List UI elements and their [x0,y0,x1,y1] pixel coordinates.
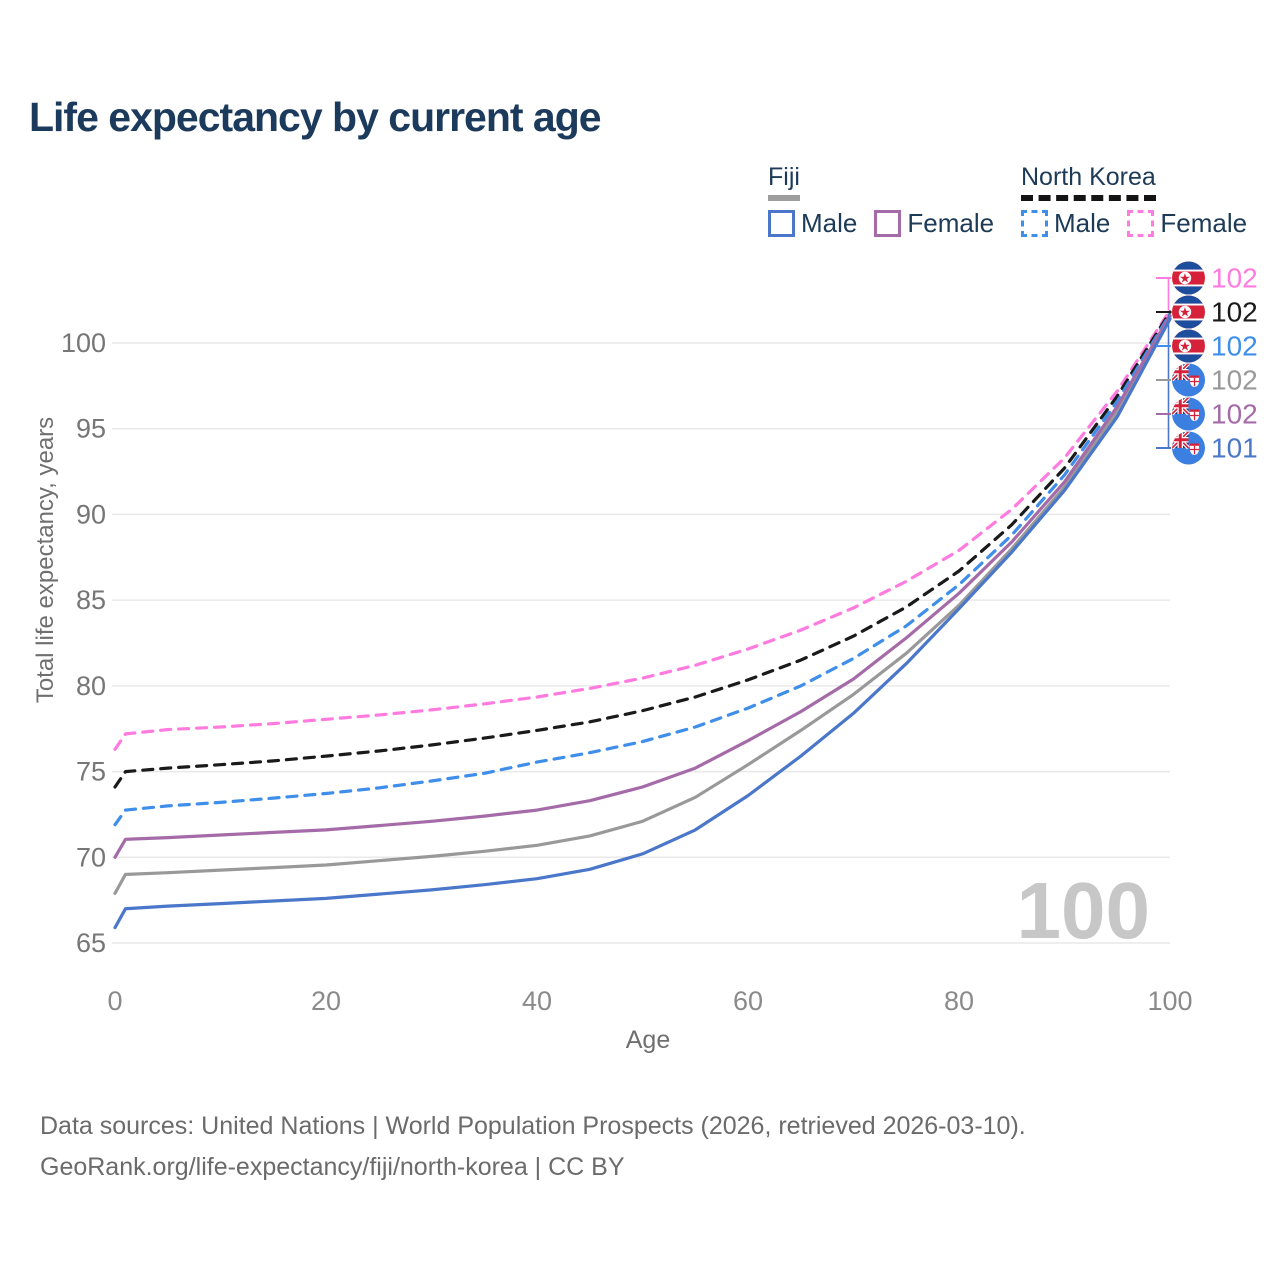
y-tick-label: 95 [76,414,106,444]
legend-header-fiji: Fiji [768,163,800,201]
flag-icon-fiji [1172,431,1205,465]
flag-icon-north-korea: ★ [1172,329,1205,363]
legend-label-fiji-male: Male [801,208,858,238]
y-tick-label: 100 [61,328,106,358]
end-value-label-north-korea-male: 102 [1211,331,1258,362]
x-tick-label: 20 [311,986,341,1016]
flag-icon-fiji [1172,363,1205,397]
legend-group-north-korea: North Korea Male Female [1021,163,1264,239]
flag-icon-north-korea: ★ [1172,295,1205,329]
fiji-female-swatch-icon [874,210,902,237]
footer-link-text: GeoRank.org/life-expectancy/fiji/north-k… [40,1153,625,1181]
y-tick-label: 85 [76,585,106,615]
series-line-north-korea-female [113,308,1172,751]
x-tick-label: 60 [733,986,763,1016]
end-value-label-fiji-female: 102 [1211,399,1258,430]
north-korea-female-swatch-icon [1127,210,1155,237]
series-line-fiji-male [113,317,1172,930]
legend-group-fiji: Fiji Male Female [768,163,1011,239]
end-value-label-fiji-male: 101 [1211,433,1258,464]
end-value-label-north-korea-all: 102 [1211,297,1258,328]
x-tick-label: 40 [522,986,552,1016]
legend-item-north-korea-male: Male [1021,208,1110,239]
legend-label-north-korea-male: Male [1054,208,1111,238]
series-line-fiji-female [113,314,1172,859]
end-value-label-fiji-all: 102 [1211,365,1258,396]
legend-item-fiji-female: Female [874,208,994,239]
age-watermark: 100 [1017,866,1150,955]
legend-label-fiji-female: Female [907,208,995,238]
x-axis-title: Age [625,1026,671,1054]
y-tick-label: 75 [76,757,106,787]
flag-icon-fiji [1172,397,1205,431]
series-line-fiji-all [113,315,1172,895]
x-tick-label: 0 [107,986,122,1016]
svg-text:★: ★ [1179,271,1191,286]
y-tick-label: 65 [76,928,106,958]
y-tick-label: 70 [76,842,106,872]
legend-item-fiji-male: Male [768,208,857,239]
series-line-north-korea-male [113,312,1172,827]
legend-header-north-korea: North Korea [1021,163,1156,201]
series-line-north-korea-all [113,310,1172,789]
legend-row-north-korea: Male Female [1021,208,1264,239]
x-tick-label: 100 [1147,986,1192,1016]
legend-row-fiji: Male Female [768,208,1011,239]
flag-icon-north-korea: ★ [1172,261,1205,295]
x-tick-label: 80 [944,986,974,1016]
end-value-label-north-korea-female: 102 [1211,263,1258,294]
y-tick-label: 90 [76,499,106,529]
page-title: Life expectancy by current age [29,94,602,140]
legend-item-north-korea-female: Female [1127,208,1247,239]
fiji-male-swatch-icon [768,210,795,237]
svg-text:★: ★ [1179,339,1191,354]
legend-label-north-korea-female: Female [1160,208,1248,238]
footer-data-sources: Data sources: United Nations | World Pop… [40,1112,1026,1140]
north-korea-male-swatch-icon [1021,210,1048,237]
svg-text:★: ★ [1179,305,1191,320]
footer-attribution: Data sources: United Nations | World Pop… [40,1106,1026,1188]
y-tick-label: 80 [76,671,106,701]
